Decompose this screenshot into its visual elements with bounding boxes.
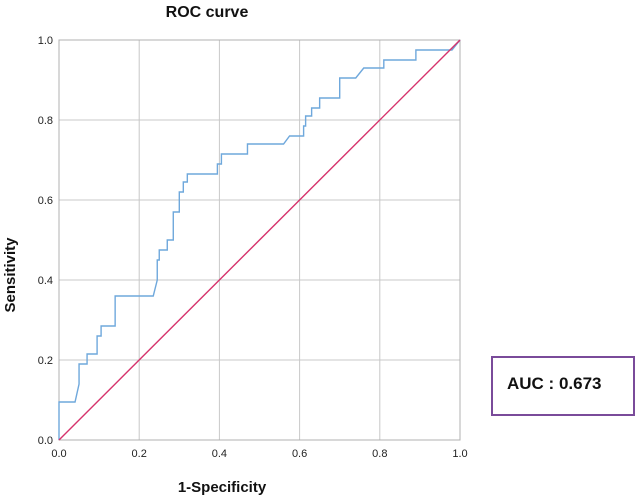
roc-curve-line [58, 39, 461, 440]
auc-annotation-box: AUC : 0.673 [491, 356, 635, 416]
x-tick-label: 0.4 [212, 448, 227, 460]
x-tick-label: 0.8 [372, 448, 387, 460]
x-tick-label: 1.0 [452, 448, 467, 460]
y-tick-label: 0.6 [38, 195, 53, 207]
y-tick-label: 0.0 [38, 435, 53, 447]
chart-title: ROC curve [166, 4, 249, 21]
plot-frame [58, 39, 461, 441]
x-tick-label: 0.0 [51, 448, 66, 460]
series-layer [58, 39, 461, 441]
y-tick-label: 0.2 [38, 355, 53, 367]
tick-labels: 0.0 0.2 0.4 0.6 0.8 1.0 0.0 0.2 0.4 0.6 0.8 1.0 [38, 35, 468, 460]
grid-lines [59, 40, 460, 440]
auc-value: AUC : 0.673 [507, 374, 602, 393]
x-axis-label: 1-Specificity [178, 479, 267, 496]
y-tick-label: 0.4 [38, 275, 53, 287]
y-tick-label: 0.8 [38, 115, 53, 127]
y-tick-label: 1.0 [38, 35, 53, 47]
x-tick-label: 0.6 [292, 448, 307, 460]
y-axis-label: Sensitivity [2, 237, 19, 313]
reference-diagonal-line [58, 39, 461, 441]
x-tick-label: 0.2 [132, 448, 147, 460]
